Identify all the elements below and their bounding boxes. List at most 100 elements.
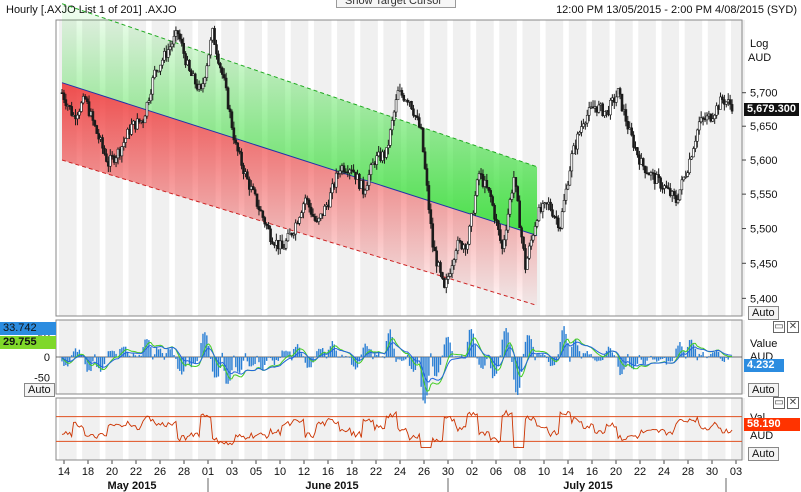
candle-body bbox=[78, 111, 81, 116]
candle-body bbox=[280, 240, 284, 249]
candle-body bbox=[499, 229, 502, 241]
candle-44-0 bbox=[570, 150, 574, 178]
candle-53-5 bbox=[684, 170, 688, 179]
osc1-bar-30-2 bbox=[412, 357, 415, 372]
osc1-bar-24-5 bbox=[349, 357, 351, 358]
osc1-bar-46-3 bbox=[600, 357, 602, 361]
osc1-bar-42-0 bbox=[547, 357, 550, 362]
indicator-a-badge: 33.742 bbox=[0, 322, 56, 335]
osc1-bar-20-0 bbox=[293, 348, 295, 357]
candle-16-5 bbox=[255, 193, 259, 209]
candle-49-2 bbox=[632, 131, 635, 152]
osc1-bar-22-5 bbox=[325, 357, 328, 359]
osc1-bar-28-4 bbox=[393, 348, 395, 357]
candle-body bbox=[665, 185, 668, 188]
candle-40-1 bbox=[526, 256, 529, 270]
candle-body bbox=[166, 49, 170, 58]
candle-body bbox=[101, 137, 104, 149]
osc2-last-value-badge: 58.190 bbox=[744, 418, 800, 431]
candle-8-4 bbox=[161, 57, 164, 69]
osc1-bar-46-0 bbox=[594, 357, 596, 361]
osc1-bar-10-0 bbox=[177, 357, 179, 369]
osc1-bar-27-2 bbox=[377, 351, 380, 357]
osc1-settings-icon[interactable]: ▭ bbox=[773, 321, 785, 333]
candle-26-0 bbox=[361, 176, 365, 199]
candle-body bbox=[269, 228, 272, 243]
candle-body bbox=[454, 250, 458, 260]
candle-body bbox=[472, 212, 475, 215]
candle-47-5 bbox=[614, 90, 618, 107]
osc1-bar-3-4 bbox=[103, 357, 106, 365]
osc2-auto-button[interactable]: Auto bbox=[748, 447, 779, 461]
candle-15-2 bbox=[238, 146, 241, 155]
osc1-close-icon[interactable]: ✕ bbox=[787, 321, 799, 333]
candle-35-2 bbox=[470, 212, 473, 232]
candle-body bbox=[248, 178, 251, 190]
candle-body bbox=[468, 225, 471, 245]
candle-42-4 bbox=[555, 210, 558, 225]
candle-body bbox=[531, 235, 535, 241]
price-auto-button[interactable]: Auto bbox=[748, 306, 779, 320]
candle-53-1 bbox=[676, 193, 680, 205]
osc1-bar-9-4 bbox=[173, 354, 175, 357]
candle-body bbox=[580, 126, 583, 133]
candle-25-1 bbox=[352, 164, 355, 173]
candle-36-5 bbox=[487, 187, 491, 193]
osc1-bar-41-4 bbox=[544, 355, 546, 357]
candle-body bbox=[361, 180, 365, 195]
candle-45-3 bbox=[587, 101, 591, 122]
osc1-bar-0-5 bbox=[70, 355, 73, 357]
grid-band-2-58 bbox=[731, 398, 745, 460]
candle-43-5 bbox=[568, 166, 572, 186]
candle-56-1 bbox=[711, 112, 715, 123]
candle-54-3 bbox=[692, 146, 695, 158]
candle-body bbox=[240, 151, 243, 166]
candle-10-4 bbox=[184, 51, 187, 68]
candle-56-5 bbox=[719, 92, 722, 110]
osc1-auto-button-right[interactable]: Auto bbox=[748, 383, 779, 397]
candle-10-1 bbox=[178, 29, 182, 42]
grid-band-2-24 bbox=[337, 398, 355, 460]
candle-12-1 bbox=[201, 77, 205, 93]
osc1-bar-50-5 bbox=[650, 355, 652, 357]
x-tick-label-28: 03 bbox=[730, 466, 742, 478]
candle-body bbox=[145, 102, 149, 117]
osc1-bar-22-4 bbox=[323, 351, 326, 357]
candle-2-1 bbox=[85, 96, 89, 105]
osc1-bar-3-0 bbox=[96, 357, 98, 367]
candle-30-4 bbox=[416, 109, 419, 121]
candle-26-1 bbox=[363, 188, 367, 198]
candle-14-4 bbox=[230, 109, 234, 130]
candle-body bbox=[643, 165, 647, 174]
osc1-bar-14-1 bbox=[225, 357, 227, 384]
candle-31-2 bbox=[423, 147, 427, 170]
osc1-auto-button[interactable]: Auto bbox=[24, 383, 55, 397]
candle-4-1 bbox=[108, 149, 112, 173]
candle-body bbox=[220, 67, 224, 75]
osc2-close-icon[interactable]: ✕ bbox=[787, 397, 799, 409]
candle-body bbox=[76, 114, 79, 120]
osc1-bar-8-0 bbox=[153, 354, 156, 357]
candle-body bbox=[153, 69, 156, 78]
price-ytick-label-1: 5,650 bbox=[750, 121, 778, 133]
osc1-bar-5-4 bbox=[126, 351, 129, 357]
osc1-bar-12-4 bbox=[208, 345, 210, 357]
osc2-settings-icon[interactable]: ▭ bbox=[773, 397, 785, 409]
candle-57-5 bbox=[730, 99, 734, 114]
candle-37-5 bbox=[499, 224, 502, 244]
month-label-2: July 2015 bbox=[563, 480, 613, 492]
osc1-bar-22-2 bbox=[320, 349, 322, 357]
candle-body bbox=[263, 217, 267, 225]
osc1-bar-14-4 bbox=[231, 357, 233, 371]
osc1-bar-23-2 bbox=[331, 341, 334, 357]
osc1-bar-8-4 bbox=[161, 353, 164, 357]
candle-16-4 bbox=[253, 187, 257, 196]
osc1-bar-48-2 bbox=[621, 357, 623, 375]
candle-30-1 bbox=[410, 100, 413, 110]
osc1-bar-10-2 bbox=[181, 357, 183, 375]
osc1-bar-24-2 bbox=[343, 357, 345, 358]
osc1-bar-30-1 bbox=[410, 357, 413, 370]
candle-body bbox=[203, 77, 207, 84]
candle-body bbox=[514, 177, 518, 187]
candle-body bbox=[161, 59, 164, 66]
